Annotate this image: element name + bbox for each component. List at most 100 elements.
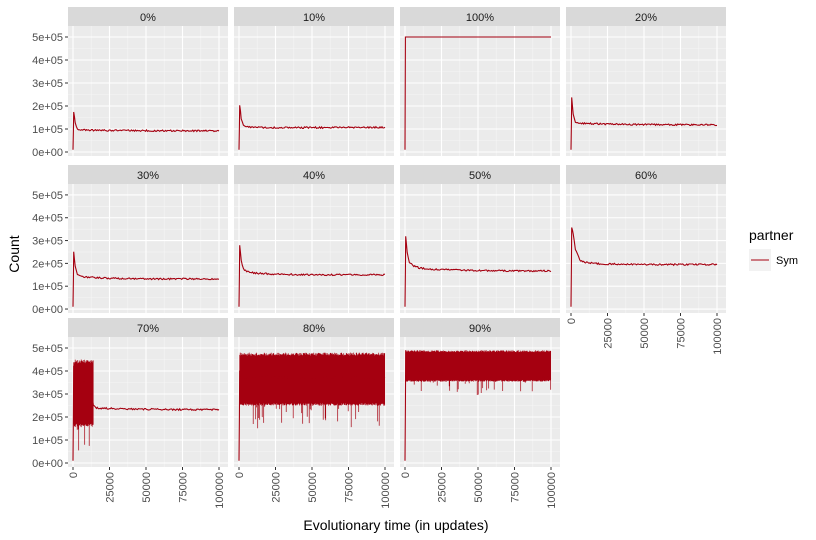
x-tick-label: 0 [68, 472, 80, 478]
y-tick-label: 2e+05 [32, 412, 63, 424]
facet-strip-label: 0% [140, 12, 156, 24]
x-tick-label: 0 [566, 318, 578, 324]
series-sym-line [570, 97, 718, 150]
facet-strip [68, 7, 228, 26]
facet-panel-0pct: 0% [68, 7, 228, 156]
series-sym-line [238, 245, 386, 307]
x-tick-label: 50000 [639, 318, 651, 349]
y-tick-label: 2e+05 [32, 101, 63, 113]
legend-entry-sym: Sym [776, 255, 798, 267]
x-tick-label: 100000 [380, 472, 392, 509]
y-tick-label: 4e+05 [32, 55, 63, 67]
series-sym-line [404, 36, 551, 150]
x-axes: 0 25000 50000 75000 100000 0 25000 50000 75000 10… [68, 313, 724, 509]
series-sym-line [72, 111, 220, 150]
facet-panel-60pct: 60% [566, 165, 726, 313]
panel-background [234, 26, 394, 156]
facet-panel-100pct: 100% [400, 7, 560, 156]
series-sym-line [238, 105, 386, 150]
series-sym-line [238, 370, 386, 461]
x-tick-label: 25000 [437, 472, 449, 503]
x-tick-label: 100000 [214, 472, 226, 509]
x-tick-label: 75000 [178, 472, 190, 503]
x-tick-label: 100000 [712, 318, 724, 355]
y-axis-title: Count [6, 235, 22, 272]
y-tick-label: 1e+05 [32, 124, 63, 136]
facet-strip [400, 165, 560, 184]
facet-strip-label: 20% [635, 12, 657, 24]
facet-strip [68, 318, 228, 337]
series-sym-line [404, 236, 552, 307]
facet-strip [234, 165, 394, 184]
facet-strip [234, 318, 394, 337]
x-tick-label: 0 [400, 472, 412, 478]
y-tick-label: 3e+05 [32, 236, 63, 248]
x-tick-label: 0 [234, 472, 246, 478]
x-tick-label: 100000 [546, 472, 558, 509]
legend: partner Sym [749, 227, 798, 271]
series-sym-line [72, 251, 220, 307]
y-tick-label: 5e+05 [32, 190, 63, 202]
x-tick-label: 50000 [473, 472, 485, 503]
facet-panel-10pct: 10% [234, 7, 394, 156]
facet-panel-90pct: 90% [400, 318, 560, 467]
facet-strip-label: 100% [466, 12, 494, 24]
facet-panel-80pct: 80% [234, 318, 394, 467]
panel-background [400, 26, 560, 156]
y-tick-label: 3e+05 [32, 389, 63, 401]
facet-strip [566, 7, 726, 26]
y-tick-label: 0e+00 [32, 458, 63, 470]
x-tick-label: 25000 [271, 472, 283, 503]
facet-strip [400, 7, 560, 26]
facet-panel-40pct: 40% [234, 165, 394, 313]
x-tick-label: 75000 [344, 472, 356, 503]
facet-strip-label: 80% [303, 323, 325, 335]
facet-strip-label: 70% [137, 323, 159, 335]
panel-background [68, 184, 228, 313]
y-tick-label: 3e+05 [32, 78, 63, 90]
x-axis-title: Evolutionary time (in updates) [303, 517, 488, 533]
facet-strip-label: 60% [635, 170, 657, 182]
panel-background [68, 26, 228, 156]
y-tick-label: 2e+05 [32, 258, 63, 270]
facet-strip [234, 7, 394, 26]
facet-panel-20pct: 20% [566, 7, 726, 156]
y-axes: 0e+00 1e+05 2e+05 3e+05 4e+05 5e+05 0e+00 1e+05… [32, 32, 68, 470]
x-tick-label: 50000 [141, 472, 153, 503]
facet-strip-label: 90% [469, 323, 491, 335]
panel-background [400, 184, 560, 313]
panel-background [234, 184, 394, 313]
facet-panel-50pct: 50% [400, 165, 560, 313]
facet-panel-70pct: 70% [68, 318, 228, 467]
facet-strip-label: 40% [303, 170, 325, 182]
y-tick-label: 4e+05 [32, 366, 63, 378]
x-tick-label: 50000 [307, 472, 319, 503]
series-sym-line [404, 350, 552, 461]
facet-strip [68, 165, 228, 184]
y-tick-label: 4e+05 [32, 213, 63, 225]
panel-background [566, 26, 726, 156]
facet-strip-label: 30% [137, 170, 159, 182]
facet-panel-30pct: 30% [68, 165, 228, 313]
facet-strip-label: 50% [469, 170, 491, 182]
y-tick-label: 5e+05 [32, 32, 63, 44]
y-tick-label: 1e+05 [32, 435, 63, 447]
series-sym-line [72, 361, 220, 461]
facet-strip [566, 165, 726, 184]
y-tick-label: 5e+05 [32, 343, 63, 355]
facet-panels: 0% 10% 100% 20% 30% 40% 50% 60% 70% 80% 90% [68, 7, 726, 467]
panel-background [566, 184, 726, 313]
y-tick-label: 0e+00 [32, 304, 63, 316]
series-sym-line [570, 227, 718, 307]
panel-background [68, 337, 228, 467]
x-tick-label: 25000 [603, 318, 615, 349]
x-tick-label: 75000 [510, 472, 522, 503]
y-tick-label: 0e+00 [32, 147, 63, 159]
x-tick-label: 75000 [676, 318, 688, 349]
y-tick-label: 1e+05 [32, 281, 63, 293]
x-tick-label: 25000 [105, 472, 117, 503]
facet-strip [400, 318, 560, 337]
facet-strip-label: 10% [303, 12, 325, 24]
legend-title: partner [749, 227, 794, 243]
